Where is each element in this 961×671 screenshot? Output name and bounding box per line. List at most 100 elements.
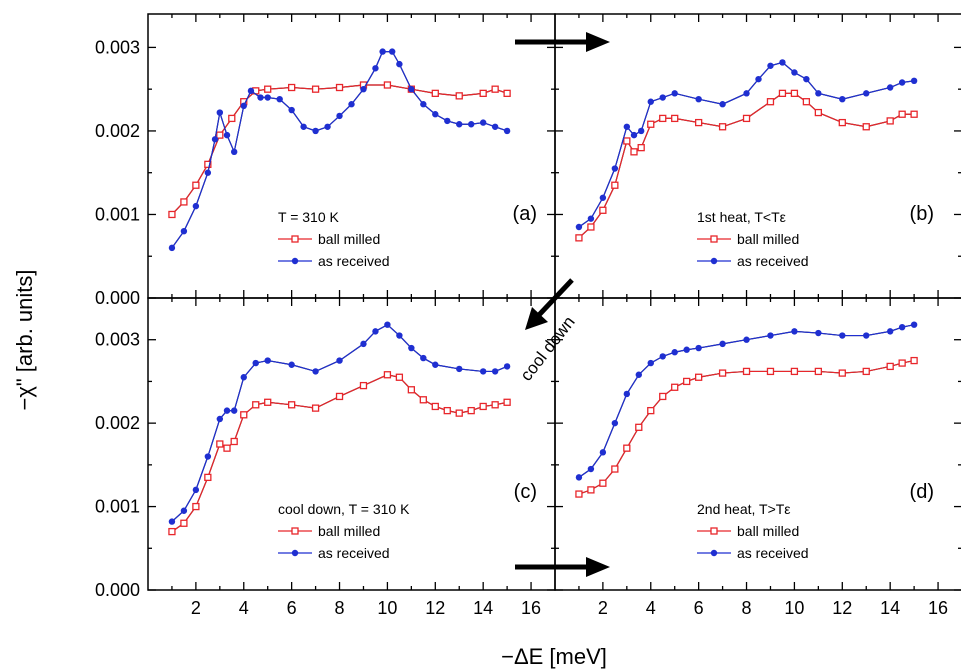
data-point <box>695 344 702 352</box>
data-point <box>372 65 379 72</box>
legend-label: as received <box>737 545 809 561</box>
data-point <box>407 386 416 394</box>
panel-2: 2 4 6 8 10 12 14 16 0.000 0.001 0.002 0.003 (c) cool … <box>95 297 556 618</box>
data-point <box>252 401 260 409</box>
data-point <box>898 324 906 331</box>
x-tick-label: 8 <box>335 598 345 618</box>
data-point <box>223 131 231 139</box>
panel-letter: (d) <box>910 481 934 503</box>
series-line <box>171 84 508 215</box>
data-point <box>396 332 403 339</box>
data-point <box>659 94 666 101</box>
data-point <box>257 94 264 101</box>
data-point <box>694 373 703 381</box>
data-point <box>216 109 224 116</box>
legend-label: ball milled <box>318 523 380 539</box>
x-tick-label: 14 <box>473 598 493 618</box>
y-axis-title: −χ" [arb. units] <box>12 269 37 410</box>
data-point <box>456 365 463 373</box>
data-point <box>839 96 846 103</box>
data-point <box>599 449 607 456</box>
data-point <box>630 148 638 156</box>
data-point <box>455 92 463 100</box>
data-point <box>623 390 631 398</box>
data-point <box>264 398 272 406</box>
data-point <box>910 321 918 328</box>
data-point <box>742 114 751 123</box>
legend-title: 1st heat, T<Tε <box>697 209 786 225</box>
data-point <box>659 114 667 123</box>
legend-marker <box>291 257 299 265</box>
data-point <box>216 440 224 448</box>
legend-marker <box>710 549 718 557</box>
data-point <box>647 359 654 367</box>
data-point <box>503 89 511 98</box>
data-point <box>599 194 607 201</box>
data-point <box>491 123 499 130</box>
data-point <box>802 98 811 106</box>
data-point <box>396 60 403 68</box>
legend-marker <box>291 549 299 557</box>
data-point <box>419 396 427 404</box>
data-point <box>575 234 583 242</box>
data-point <box>575 223 583 231</box>
x-tick-label: 14 <box>880 598 900 618</box>
data-point <box>389 48 396 55</box>
data-point <box>443 406 451 415</box>
data-point <box>886 84 894 91</box>
data-point <box>204 453 212 460</box>
data-point <box>587 223 595 231</box>
data-point <box>168 210 176 219</box>
data-point <box>431 89 439 98</box>
y-tick-label: 0.003 <box>95 330 140 350</box>
data-point <box>360 340 367 348</box>
data-point <box>312 368 319 375</box>
data-point <box>886 117 894 125</box>
data-point <box>432 361 439 368</box>
x-tick-label: 12 <box>832 598 852 618</box>
data-point <box>264 357 271 364</box>
x-tick-label: 2 <box>598 598 608 618</box>
data-point <box>240 102 247 110</box>
panel-letter: (b) <box>910 203 934 225</box>
data-point <box>168 244 176 252</box>
data-point <box>264 85 272 93</box>
data-point <box>815 329 822 337</box>
arrow-right-top <box>515 32 610 52</box>
data-point <box>647 406 655 415</box>
data-point <box>671 349 678 356</box>
data-point <box>503 398 511 406</box>
data-point <box>455 409 463 417</box>
data-point <box>647 120 655 128</box>
legend-label: as received <box>737 253 809 269</box>
data-point <box>240 411 248 419</box>
legend-title: cool down, T = 310 K <box>278 501 410 517</box>
data-point <box>838 369 846 377</box>
panel-letter: (a) <box>513 203 537 225</box>
y-tick-label: 0.001 <box>95 497 140 517</box>
data-point <box>755 75 762 83</box>
data-point <box>910 110 918 118</box>
data-point <box>288 106 295 114</box>
data-point <box>288 361 295 368</box>
data-point <box>360 85 367 93</box>
data-point <box>683 346 690 353</box>
data-point <box>671 90 678 97</box>
data-point <box>766 98 775 106</box>
data-point <box>886 328 894 335</box>
legend-marker <box>710 235 718 243</box>
data-point <box>204 169 212 176</box>
data-point <box>312 127 319 135</box>
data-point <box>311 85 320 93</box>
data-point <box>311 404 320 412</box>
x-tick-label: 8 <box>742 598 752 618</box>
data-point <box>647 98 654 105</box>
data-point <box>791 328 798 335</box>
data-point <box>839 332 846 339</box>
data-point <box>718 369 727 377</box>
panel-0: 0.000 0.001 0.002 0.003 (a) T = 310 K ball mil… <box>95 13 556 308</box>
data-point <box>359 381 368 390</box>
data-point <box>240 374 247 381</box>
legend-label: ball milled <box>737 231 799 247</box>
data-point <box>503 127 511 135</box>
